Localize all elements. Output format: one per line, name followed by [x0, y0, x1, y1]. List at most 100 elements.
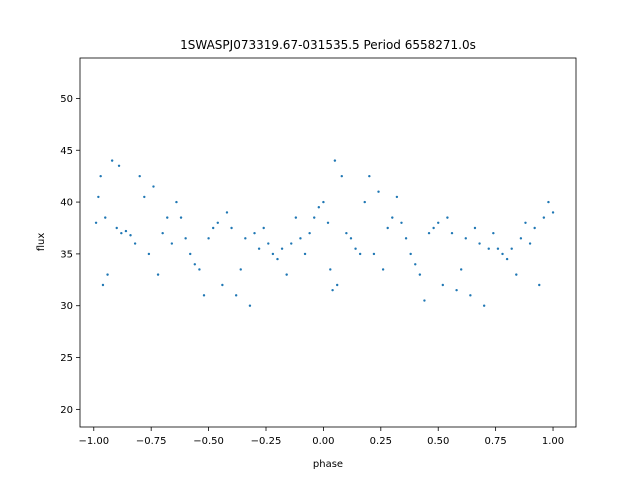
data-point [414, 263, 417, 266]
data-point [124, 229, 128, 233]
x-tick-label: 0.25 [370, 436, 392, 447]
data-point [363, 200, 366, 204]
data-point [317, 206, 321, 209]
data-point [290, 242, 293, 245]
plot-area [80, 58, 576, 427]
data-point [152, 185, 155, 188]
x-tick-label: −0.50 [193, 436, 224, 447]
data-point [179, 216, 183, 219]
data-point [115, 226, 118, 230]
data-point [313, 216, 316, 219]
data-point [117, 164, 121, 167]
data-point [482, 304, 486, 307]
data-point [372, 252, 376, 256]
x-tick-label: 0.50 [427, 436, 449, 447]
data-point [354, 247, 357, 250]
data-point [239, 268, 242, 271]
data-point [101, 283, 105, 287]
data-point [455, 288, 458, 292]
data-point [427, 231, 431, 235]
data-point [133, 242, 137, 245]
data-point [496, 247, 500, 250]
data-point [459, 268, 463, 271]
y-tick-label: 50 [60, 94, 73, 105]
data-point [166, 216, 169, 219]
data-point [267, 242, 270, 245]
x-axis-label: phase [313, 459, 343, 470]
x-tick-label: −1.00 [78, 436, 109, 447]
data-point [368, 174, 371, 178]
data-point [501, 252, 504, 256]
data-point [409, 252, 412, 256]
data-point [478, 242, 481, 245]
data-point [381, 268, 385, 271]
data-point [147, 252, 151, 256]
data-point [524, 221, 527, 225]
x-tick-label: 0.75 [484, 436, 506, 447]
data-point [551, 211, 555, 214]
data-point [253, 231, 256, 235]
data-point [303, 252, 307, 256]
data-point [473, 226, 477, 230]
data-point [331, 288, 334, 292]
x-axis-ticks: −1.00 −0.75 −0.50 −0.25 0.00 0.25 0.50 0.75 1.00 [78, 427, 564, 447]
data-point [377, 190, 380, 193]
data-point [184, 237, 187, 240]
data-point [505, 257, 509, 261]
data-point [340, 174, 343, 178]
data-point [437, 221, 440, 225]
chart-title: 1SWASPJ073319.67-031535.5 Period 6558271… [180, 38, 476, 52]
data-point [211, 226, 215, 230]
data-point [120, 231, 123, 235]
data-point [400, 221, 403, 225]
data-point [542, 216, 546, 219]
data-point [423, 299, 426, 302]
data-point [276, 257, 279, 261]
data-point [189, 252, 192, 256]
data-point [170, 242, 174, 245]
data-point [349, 237, 353, 240]
data-point [335, 283, 339, 287]
data-point [198, 268, 201, 271]
y-tick-label: 20 [60, 405, 73, 416]
data-point [308, 231, 311, 235]
x-tick-label: 0.00 [312, 436, 334, 447]
y-tick-label: 35 [60, 249, 73, 260]
data-point [432, 226, 435, 230]
data-point [404, 237, 408, 240]
data-point [386, 226, 389, 230]
x-tick-label: −0.25 [251, 436, 282, 447]
y-tick-label: 45 [60, 146, 73, 157]
data-point [487, 247, 490, 250]
data-point [528, 242, 532, 245]
data-point [262, 226, 265, 230]
data-point [446, 216, 449, 219]
data-point [280, 247, 284, 250]
data-point [333, 159, 337, 162]
data-point [345, 231, 348, 235]
data-point [285, 273, 288, 276]
data-point [143, 195, 146, 199]
data-point [391, 216, 394, 219]
data-point [326, 221, 330, 225]
data-point [99, 174, 102, 178]
data-point [225, 211, 229, 214]
x-tick-label: −0.75 [136, 436, 167, 447]
data-point [492, 231, 495, 235]
data-point [441, 283, 445, 287]
data-point [234, 294, 238, 297]
data-point [299, 237, 302, 240]
y-tick-label: 25 [60, 353, 73, 364]
data-point [207, 237, 210, 240]
data-point [156, 273, 160, 276]
data-point [129, 234, 132, 237]
data-point [97, 195, 100, 199]
y-axis-ticks: 20 25 30 35 40 45 50 [60, 94, 80, 416]
data-point [221, 283, 224, 287]
data-point [294, 216, 298, 219]
data-point [547, 200, 550, 204]
y-tick-label: 30 [60, 301, 73, 312]
data-point [244, 237, 247, 240]
y-axis-label: flux [36, 233, 47, 252]
